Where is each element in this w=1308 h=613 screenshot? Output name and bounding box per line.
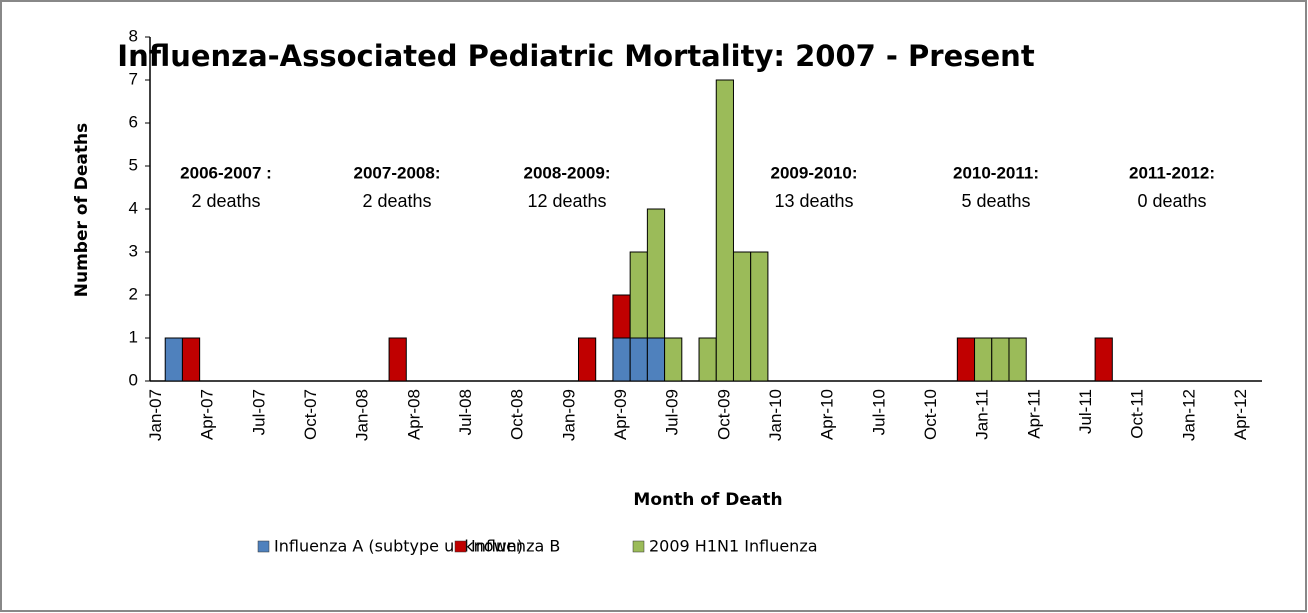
x-tick-label: Apr-10 — [818, 389, 837, 440]
x-tick-label: Jan-10 — [766, 389, 785, 441]
bar-segment — [664, 337, 683, 382]
y-tick-label: 1 — [129, 327, 138, 346]
bar-segment — [629, 337, 648, 382]
x-tick-label: Oct-08 — [508, 389, 527, 440]
bar-segment — [612, 294, 631, 339]
x-tick-label: Oct-09 — [714, 389, 733, 440]
x-tick-label: Jan-12 — [1179, 389, 1198, 441]
chart-title: Influenza-Associated Pediatric Mortality… — [117, 39, 1035, 73]
bar-segment — [1094, 337, 1113, 382]
legend-label: Influenza B — [471, 537, 560, 556]
x-axis-label: Month of Death — [633, 490, 782, 510]
bar-segment — [388, 337, 407, 382]
y-tick-label: 4 — [129, 198, 138, 217]
x-tick-label: Oct-10 — [921, 389, 940, 440]
legend-swatch — [632, 540, 645, 553]
annotation-title: 2006-2007 : — [180, 163, 272, 182]
y-tick-label: 5 — [129, 155, 138, 174]
x-tick-label: Jan-07 — [146, 389, 165, 441]
x-tick-label: Apr-07 — [198, 389, 217, 440]
bar-segment — [1008, 337, 1027, 382]
annotation-title: 2009-2010: — [771, 163, 858, 182]
annotation-title: 2008-2009: — [524, 163, 611, 182]
bar-segment — [750, 251, 769, 382]
bar-segment — [698, 337, 717, 382]
annotation-title: 2011-2012: — [1129, 163, 1215, 182]
x-tick-label: Jul-07 — [249, 389, 268, 435]
x-tick-label: Apr-08 — [404, 389, 423, 440]
x-tick-label: Jan-09 — [559, 389, 578, 441]
x-tick-label: Apr-11 — [1024, 389, 1043, 439]
x-tick-label: Jul-09 — [663, 389, 682, 435]
y-axis-label: Number of Deaths — [72, 123, 92, 298]
annotation-text: 12 deaths — [527, 191, 606, 211]
annotation-text: 5 deaths — [961, 191, 1030, 211]
bar-segment — [991, 337, 1010, 382]
bar-segment — [956, 337, 976, 382]
x-tick-label: Jan-11 — [973, 389, 992, 440]
y-tick-label: 6 — [129, 112, 138, 131]
annotation-text: 0 deaths — [1137, 191, 1206, 211]
bar-segment — [732, 251, 752, 382]
bar-segment — [646, 208, 666, 339]
y-tick-label: 3 — [129, 241, 138, 260]
bar-segment — [164, 337, 183, 382]
bar-segment — [181, 337, 201, 382]
x-tick-label: Apr-09 — [611, 389, 630, 440]
y-tick-label: 0 — [129, 370, 138, 389]
legend-label: 2009 H1N1 Influenza — [649, 537, 818, 556]
annotation-text: 2 deaths — [191, 191, 260, 211]
y-tick-label: 7 — [129, 69, 138, 88]
x-tick-label: Jul-11 — [1076, 389, 1095, 434]
x-tick-label: Jan-08 — [353, 389, 372, 441]
x-tick-label: Jul-10 — [869, 389, 888, 435]
bar-segment — [715, 79, 734, 382]
y-tick-label: 8 — [129, 26, 138, 45]
x-tick-label: Jul-08 — [456, 389, 475, 435]
legend-swatch — [454, 540, 467, 553]
x-tick-label: Oct-07 — [301, 389, 320, 440]
bar-segment — [577, 337, 597, 382]
bar-segment — [612, 337, 631, 382]
y-tick-label: 2 — [129, 284, 138, 303]
x-tick-label: Oct-11 — [1128, 389, 1147, 439]
bar-segment — [974, 337, 993, 382]
annotation-text: 13 deaths — [774, 191, 853, 211]
legend-swatch — [257, 540, 270, 553]
annotation-text: 2 deaths — [362, 191, 431, 211]
annotation-title: 2007-2008: — [354, 163, 441, 182]
bar-segment — [629, 251, 648, 339]
x-tick-label: Apr-12 — [1231, 389, 1250, 440]
annotation-title: 2010-2011: — [953, 163, 1039, 182]
bar-segment — [646, 337, 666, 382]
